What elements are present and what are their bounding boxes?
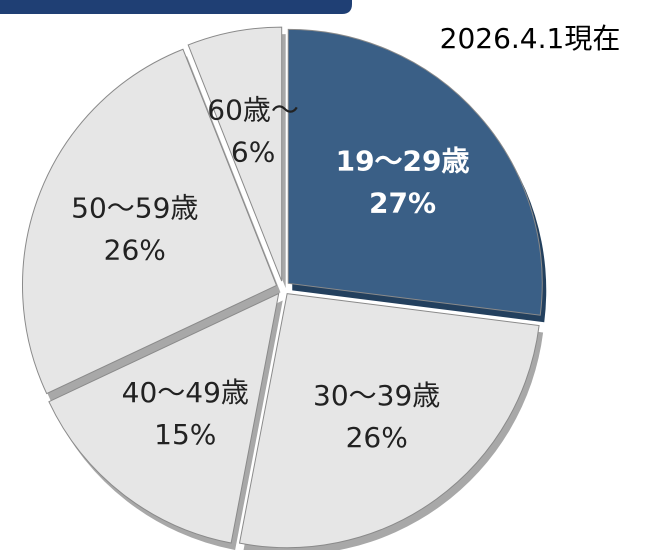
slice-value-label: 27%: [369, 187, 436, 220]
slice-category-label: 50～59歳: [71, 191, 198, 224]
annotation: 2026.4.1現在: [440, 22, 621, 55]
slice-category-label: 19～29歳: [336, 145, 470, 178]
slice-value-label: 26%: [104, 233, 166, 266]
slice: [238, 293, 540, 549]
slice: [22, 48, 278, 395]
slice-value-label: 6%: [231, 135, 275, 168]
slice-category-label: 40～49歳: [122, 376, 249, 409]
slice-value-label: 26%: [346, 421, 408, 454]
slice: [187, 26, 283, 282]
slice: [48, 292, 280, 544]
slice-category-label: 60歳～: [207, 93, 299, 126]
slice-category-label: 30～39歳: [313, 379, 440, 412]
slice: [287, 28, 543, 316]
slice-value-label: 15%: [154, 418, 216, 451]
header-banner: [0, 0, 352, 14]
